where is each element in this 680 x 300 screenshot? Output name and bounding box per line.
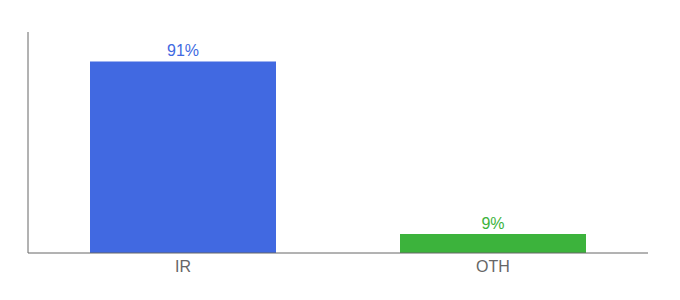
svg-text:OTH: OTH [476, 258, 510, 275]
svg-text:9%: 9% [481, 215, 504, 232]
svg-text:IR: IR [175, 258, 191, 275]
svg-text:91%: 91% [167, 42, 199, 59]
